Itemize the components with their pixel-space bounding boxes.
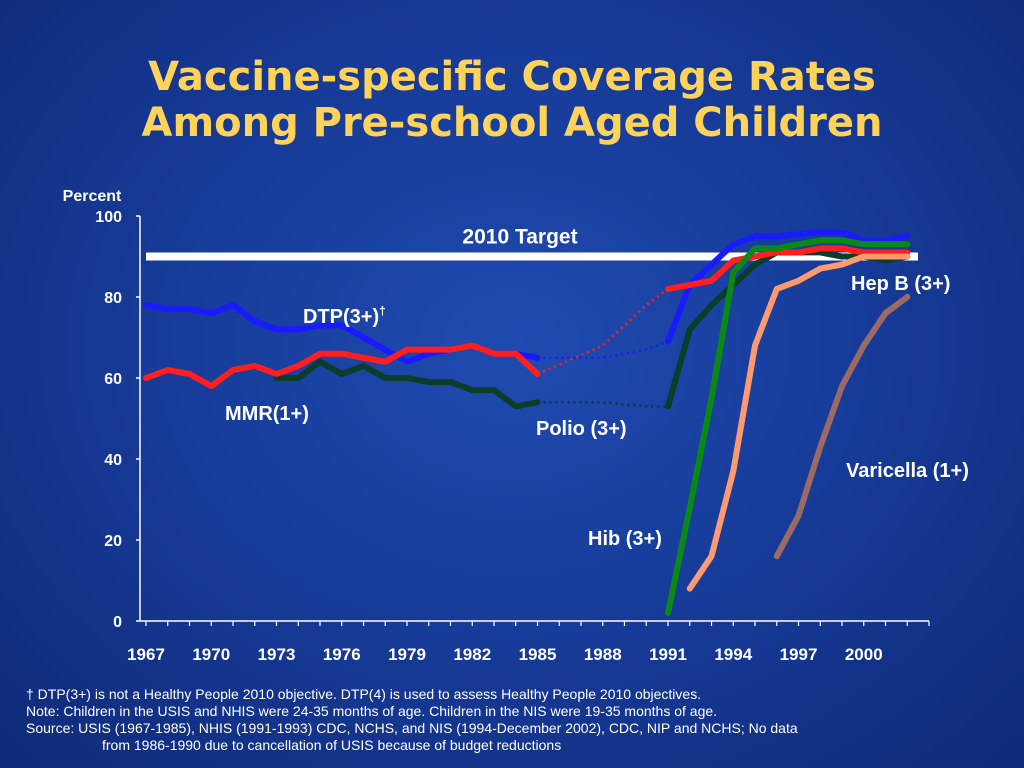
y-tick-label: 40 bbox=[104, 452, 122, 469]
chart-title-line-2: Among Pre-school Aged Children bbox=[141, 100, 883, 146]
dagger-marker: † bbox=[379, 304, 386, 318]
series-mmr-1-gap-line bbox=[537, 287, 669, 376]
series-dtp-3-recent-line bbox=[665, 229, 911, 345]
series-label-hep-b-3: Hep B (3+) bbox=[851, 273, 950, 295]
chart-title: Vaccine-specific Coverage Rates Among Pr… bbox=[0, 54, 1024, 146]
footnote-source-continued: from 1986-1990 due to cancellation of US… bbox=[102, 737, 562, 753]
footnote-dtp: † DTP(3+) is not a Healthy People 2010 o… bbox=[26, 686, 702, 702]
series-mmr-1-line bbox=[143, 342, 541, 390]
x-tick-label: 2000 bbox=[845, 645, 883, 664]
x-tick-label: 1994 bbox=[714, 645, 752, 664]
series-label-dtp-3: DTP(3+)† bbox=[303, 304, 386, 328]
y-tick-label: 80 bbox=[104, 290, 122, 307]
x-tick-label: 1967 bbox=[127, 645, 165, 664]
y-tick-label: 20 bbox=[104, 533, 122, 550]
x-tick-label: 1982 bbox=[453, 645, 491, 664]
y-tick-label: 0 bbox=[113, 614, 122, 631]
series-dtp-3-gap-line bbox=[537, 340, 669, 360]
x-tick-label: 1970 bbox=[192, 645, 230, 664]
series-label-hib-3: Hib (3+) bbox=[588, 528, 662, 550]
y-tick-label: 100 bbox=[95, 209, 122, 226]
series-label-mmr-1: MMR(1+) bbox=[225, 403, 309, 425]
series-mmr-1-recent-line bbox=[665, 245, 911, 292]
series-label-polio-3: Polio (3+) bbox=[536, 418, 627, 440]
x-tick-label: 1997 bbox=[780, 645, 818, 664]
series-polio-3-gap-line bbox=[537, 401, 668, 408]
x-tick-label: 1988 bbox=[584, 645, 622, 664]
footnotes: † DTP(3+) is not a Healthy People 2010 o… bbox=[26, 686, 1006, 754]
series-varicella-1-line bbox=[773, 294, 911, 560]
x-tick-label: 1985 bbox=[519, 645, 557, 664]
footnote-note: Note: Children in the USIS and NHIS were… bbox=[26, 703, 718, 719]
x-tick-label: 1973 bbox=[258, 645, 296, 664]
chart-title-line-1: Vaccine-specific Coverage Rates bbox=[148, 54, 876, 100]
series-label-varicella-1: Varicella (1+) bbox=[846, 460, 969, 482]
y-axis-label: Percent bbox=[63, 188, 122, 205]
series-hib-3-line bbox=[665, 237, 911, 616]
x-tick-label: 1976 bbox=[323, 645, 361, 664]
series-polio-3-line bbox=[273, 358, 541, 410]
x-tick-label: 1979 bbox=[388, 645, 426, 664]
target-label: 2010 Target bbox=[462, 226, 577, 249]
y-tick-label: 60 bbox=[104, 371, 122, 388]
x-tick-label: 1991 bbox=[649, 645, 687, 664]
series-hep-b-3-line bbox=[686, 253, 911, 592]
footnote-source: Source: USIS (1967-1985), NHIS (1991-199… bbox=[26, 720, 798, 736]
